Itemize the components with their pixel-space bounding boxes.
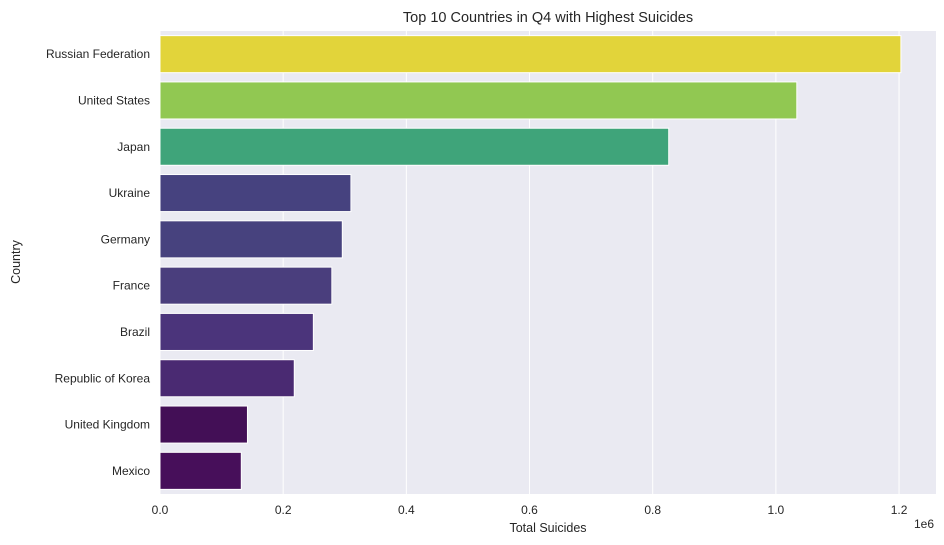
bar <box>159 266 333 305</box>
y-tick-label: Mexico <box>112 464 150 478</box>
x-tick-label: 0.6 <box>521 503 538 517</box>
y-tick-labels: Russian Federation United States Japan Ukra… <box>46 47 150 478</box>
bar <box>159 127 670 166</box>
x-tick-labels: 0.0 0.2 0.4 0.6 0.8 1.0 1.2 <box>152 503 908 517</box>
bar <box>159 405 248 444</box>
x-axis-label: Total Suicides <box>509 521 586 535</box>
y-tick-label: Ukraine <box>109 186 151 200</box>
y-tick-label: Germany <box>101 232 150 246</box>
bar <box>159 359 295 398</box>
x-tick-label: 1.2 <box>891 503 908 517</box>
bar <box>159 220 343 259</box>
x-tick-label: 0.8 <box>644 503 661 517</box>
bar <box>159 174 352 213</box>
y-axis-label: Country <box>9 239 23 284</box>
y-tick-label: Brazil <box>120 325 150 339</box>
x-tick-label: 0.2 <box>275 503 292 517</box>
y-tick-label: France <box>113 279 151 293</box>
bar <box>159 312 314 351</box>
bar <box>159 35 902 74</box>
y-tick-label: Republic of Korea <box>55 371 151 385</box>
y-tick-label: Japan <box>117 140 150 154</box>
y-tick-label: United Kingdom <box>65 418 150 432</box>
x-tick-label: 0.4 <box>398 503 415 517</box>
chart-title: Top 10 Countries in Q4 with Highest Suic… <box>403 10 693 26</box>
bar <box>159 451 242 490</box>
x-tick-label: 0.0 <box>152 503 169 517</box>
y-tick-label: United States <box>78 93 150 107</box>
bars-layer <box>159 35 902 490</box>
y-tick-label: Russian Federation <box>46 47 150 61</box>
x-tick-label: 1.0 <box>768 503 785 517</box>
bar <box>159 81 798 120</box>
x-axis-offset-label: 1e6 <box>914 517 934 531</box>
